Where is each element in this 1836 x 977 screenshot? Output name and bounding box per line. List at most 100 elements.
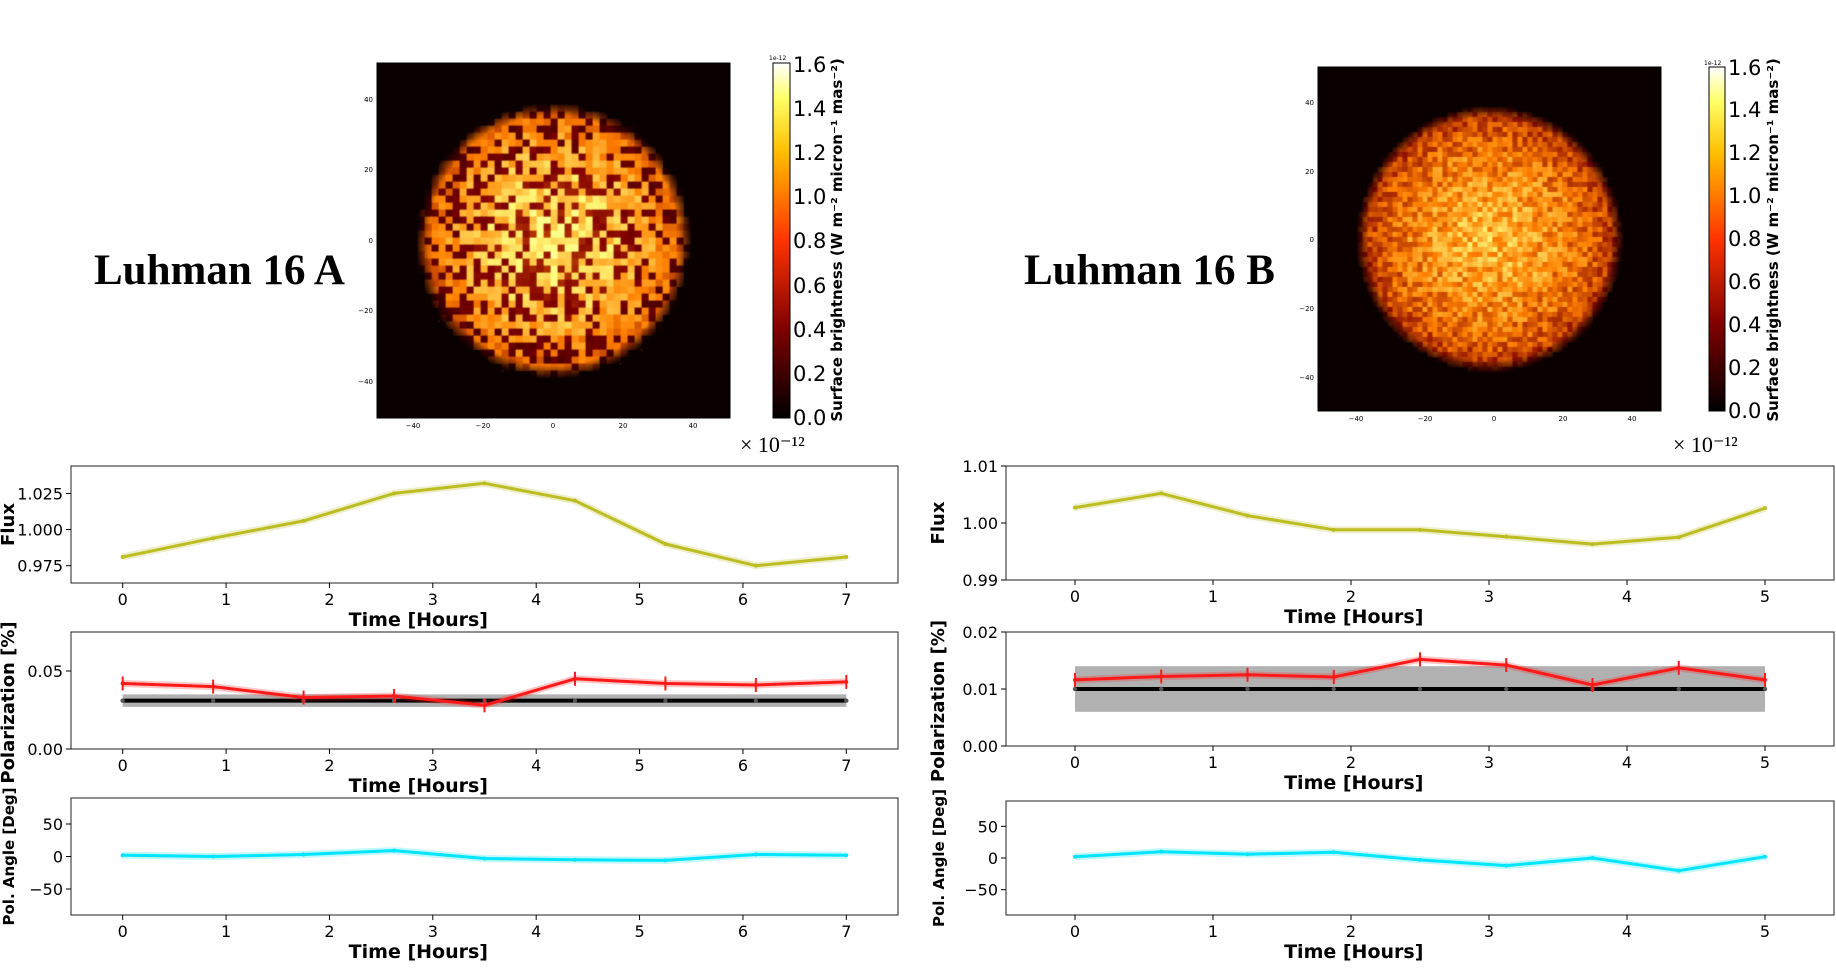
map-b-xtick: 20 [1559,415,1568,423]
model-point [1159,686,1164,692]
data-point [1504,863,1509,868]
data-point [1504,534,1509,539]
data-point [482,856,487,861]
colorbar-a-tick: 0.4 [793,318,826,342]
data-point [392,693,397,698]
x-tick-label: 4 [1622,587,1632,606]
colorbar-b-tick: 1.4 [1728,98,1761,122]
colorbar-b-tick: 1.2 [1728,141,1761,165]
x-tick-label: 0 [118,590,128,609]
colorbar-b-tick: 0.8 [1728,227,1761,251]
data-point [120,853,125,858]
x-tick-label: 2 [324,590,334,609]
data-point [301,852,306,857]
data-point [572,676,577,681]
y-tick-label: 0.00 [962,737,998,756]
colorbar-a-tick: 0.0 [793,406,826,430]
map-a-ytick: 40 [364,96,373,104]
model-point [1762,686,1768,692]
colorbar-b-label: Surface brightness (W m⁻² micron⁻¹ mas⁻²… [1764,58,1782,421]
series-line [122,481,847,568]
colorbar-b-exponent: 1e-12 [1704,60,1721,67]
data-point [1159,674,1164,679]
data-point [753,852,758,857]
data-point [1590,683,1595,688]
y-axis-label: Pol. Angle [Deg] [0,788,18,926]
map-b-xtick: 40 [1628,415,1637,423]
x-tick-label: 5 [634,922,644,941]
data-point [1763,854,1767,859]
colorbar-a-label: Surface brightness (W m⁻² micron⁻¹ mas⁻²… [828,58,846,421]
chart-a-pol: 0 1 2 3 4 5 6 7 0.00 0.05 Time [Hours] Polarization… [0,621,899,797]
colorbar-b-offset: × 10⁻¹² [1673,432,1738,457]
x-tick-label: 2 [1346,753,1356,772]
y-axis-label: Flux [928,501,949,544]
data-point [572,498,577,503]
colorbar-a-tick: 0.8 [793,229,826,253]
data-point [120,555,125,559]
data-point [392,848,397,853]
colorbar-a-exponent: 1e-12 [769,55,786,62]
x-tick-label: 5 [1760,587,1770,606]
map-a-xtick: 20 [619,422,628,430]
data-point [211,684,216,689]
data-point [1073,677,1077,682]
y-tick-label: −50 [29,880,63,899]
axes-frame [70,465,899,584]
data-point [301,518,306,523]
model-point [663,698,668,703]
colorbar-a-offset: × 10⁻¹² [740,432,805,457]
data-point [392,491,397,496]
colorbar-a-tick: 1.2 [793,141,826,165]
y-axis-label: Polarization [%] [928,620,949,782]
map-a-axes: −40 −20 0 20 40 40 20 0 −20 −40 [358,62,731,430]
data-point [1159,849,1164,854]
x-tick-label: 1 [1208,587,1218,606]
x-axis-label: Time [Hours] [349,775,488,797]
axes-frame [70,631,899,750]
model-point [1072,686,1078,692]
y-tick-label: 0.975 [17,557,63,576]
chart-b-angle: 0 1 2 3 4 5 50 0 −50 Time [Hours] Pol. Angle [Deg] [930,789,1835,963]
x-tick-label: 3 [1484,922,1494,941]
model-point [1504,686,1509,692]
data-point [120,681,125,686]
model-point [120,698,125,703]
data-point [1331,850,1336,855]
model-point [1331,686,1336,692]
colorbar-b-tick: 1.0 [1728,184,1761,208]
data-point [1418,527,1422,532]
data-point [1676,665,1681,670]
colorbar-b: 1e-12 0.0 0.2 0.4 0.6 0.8 1.0 1.2 1.4 1.… [1673,56,1782,457]
y-tick-label: 0.05 [27,662,63,681]
colorbar-a-tick: 1.0 [793,185,826,209]
y-axis-label: Pol. Angle [Deg] [930,789,948,927]
data-point [1159,491,1164,496]
x-axis-label: Time [Hours] [349,609,488,631]
x-tick-label: 0 [1070,922,1080,941]
data-point [1676,535,1681,540]
data-point [663,542,668,546]
chart-a-angle: 0 1 2 3 4 5 6 7 50 0 −50 Time [Hours] Pol. Angle [De… [0,788,899,963]
data-point [1590,856,1595,860]
map-b-ytick: 40 [1305,99,1314,107]
x-tick-label: 3 [428,756,438,775]
x-axis-label: Time [Hours] [1284,941,1423,963]
x-tick-label: 3 [428,590,438,609]
y-axis-label: Flux [0,503,19,546]
y-tick-label: 1.00 [962,514,998,533]
map-b-xtick: 0 [1492,415,1496,423]
x-tick-label: 3 [1484,753,1494,772]
series-glow [121,479,847,570]
map-a-ytick: −20 [358,307,373,315]
series-glow [1074,489,1767,548]
data-point [753,563,758,568]
colorbar-a-tick: 0.6 [793,274,826,298]
x-tick-label: 0 [118,756,128,775]
data-point [844,679,849,684]
map-a-xtick: −20 [476,422,491,430]
colorbar-b-tick: 0.2 [1728,356,1761,380]
data-point [482,481,487,486]
x-tick-label: 0 [118,922,128,941]
